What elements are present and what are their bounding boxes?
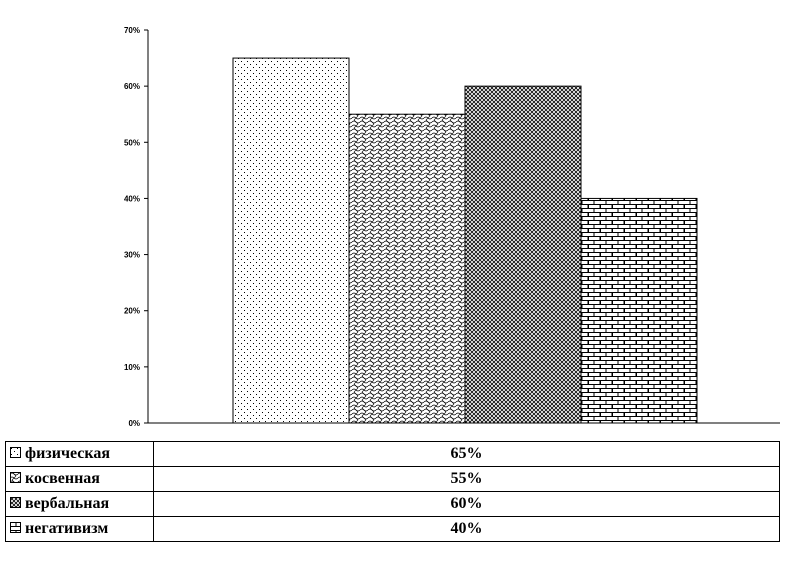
bar-chart: 0% 10% 20% 30% 40% 50% 60% 70% bbox=[124, 26, 780, 428]
bar-4 bbox=[580, 197, 698, 424]
value-cell: 40% bbox=[153, 516, 780, 542]
series-name: физическая bbox=[25, 445, 110, 462]
series-name-cell: вербальная bbox=[5, 491, 154, 517]
series-name-cell: негативизм bbox=[5, 516, 154, 542]
bar-3 bbox=[464, 85, 582, 424]
legend-swatch-icon bbox=[10, 447, 21, 459]
data-table: физическая 65% косвенная 55% вербальная 60% не… bbox=[5, 441, 780, 542]
y-tick-label: 0% bbox=[128, 419, 140, 428]
series-name-cell: физическая bbox=[5, 441, 154, 467]
series-name: негативизм bbox=[25, 520, 109, 537]
y-tick-label: 60% bbox=[124, 82, 140, 91]
bar-1 bbox=[232, 57, 350, 424]
series-name: косвенная bbox=[25, 470, 100, 487]
y-tick-label: 30% bbox=[124, 251, 140, 260]
legend-swatch-icon bbox=[10, 522, 21, 534]
y-tick-label: 10% bbox=[124, 363, 140, 372]
y-tick-label: 40% bbox=[124, 194, 140, 203]
series-name-cell: косвенная bbox=[5, 466, 154, 492]
bars bbox=[232, 57, 698, 424]
table-row: физическая 65% bbox=[5, 441, 780, 467]
series-name: вербальная bbox=[25, 495, 110, 512]
legend-swatch-icon bbox=[10, 497, 21, 509]
y-tick-label: 20% bbox=[124, 307, 140, 316]
value-cell: 55% bbox=[153, 466, 780, 492]
y-tick-label: 50% bbox=[124, 138, 140, 147]
bar-2 bbox=[348, 113, 466, 424]
table-row: косвенная 55% bbox=[5, 466, 780, 492]
table-row: негативизм 40% bbox=[5, 516, 780, 542]
legend-swatch-icon bbox=[10, 472, 21, 484]
value-cell: 65% bbox=[153, 441, 780, 467]
value-cell: 60% bbox=[153, 491, 780, 517]
y-tick-label: 70% bbox=[124, 26, 140, 35]
table-row: вербальная 60% bbox=[5, 491, 780, 517]
